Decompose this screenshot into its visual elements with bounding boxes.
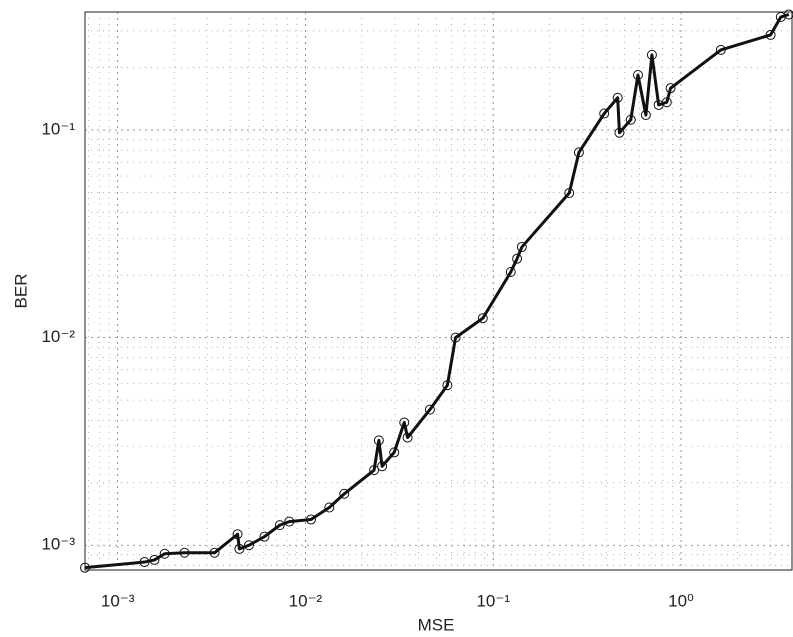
data-point — [612, 92, 623, 103]
data-point — [369, 465, 380, 476]
x-tick-label: 10⁻² — [289, 591, 323, 610]
data-point — [512, 253, 523, 264]
data-point — [424, 404, 435, 415]
data-point — [573, 147, 584, 158]
data-point — [377, 461, 388, 472]
plot-area — [84, 11, 793, 571]
x-tick-label: 10⁰ — [668, 591, 694, 610]
data-point — [305, 514, 316, 525]
data-point — [564, 188, 575, 199]
data-point — [646, 49, 657, 60]
data-point — [159, 548, 170, 559]
y-axis-label: BER — [11, 274, 30, 309]
data-point — [339, 488, 350, 499]
data-point — [234, 543, 245, 554]
y-tick-label: 10⁻¹ — [41, 119, 75, 138]
data-point — [661, 97, 672, 108]
data-point — [139, 557, 150, 568]
data-point — [80, 562, 90, 573]
data-point — [599, 108, 610, 119]
data-point — [516, 242, 527, 253]
data-point — [399, 417, 410, 428]
data-point — [632, 69, 643, 80]
data-point — [373, 435, 384, 446]
data-point — [640, 110, 651, 121]
data-point — [450, 332, 461, 343]
data-point — [389, 447, 400, 458]
data-point — [209, 547, 220, 558]
data-point — [284, 516, 295, 527]
data-point — [442, 380, 453, 391]
x-tick-label: 10⁻³ — [101, 591, 135, 610]
data-point — [715, 44, 726, 55]
y-tick-label: 10⁻³ — [41, 535, 75, 554]
data-point — [505, 267, 516, 278]
data-point — [324, 502, 335, 513]
data-point — [259, 531, 270, 542]
data-point — [402, 432, 413, 443]
data-point — [232, 529, 243, 540]
data-point — [665, 83, 676, 94]
data-point — [243, 540, 254, 551]
data-point — [765, 29, 776, 40]
data-point — [274, 520, 285, 531]
x-tick-label: 10⁻¹ — [476, 591, 510, 610]
data-point — [149, 554, 160, 565]
data-point — [614, 127, 625, 138]
data-point — [783, 9, 793, 20]
data-point — [477, 313, 488, 324]
x-axis-label: MSE — [418, 615, 455, 634]
data-line — [84, 13, 790, 570]
data-point — [179, 547, 190, 558]
data-point — [625, 114, 636, 125]
y-tick-label: 10⁻² — [41, 327, 75, 346]
